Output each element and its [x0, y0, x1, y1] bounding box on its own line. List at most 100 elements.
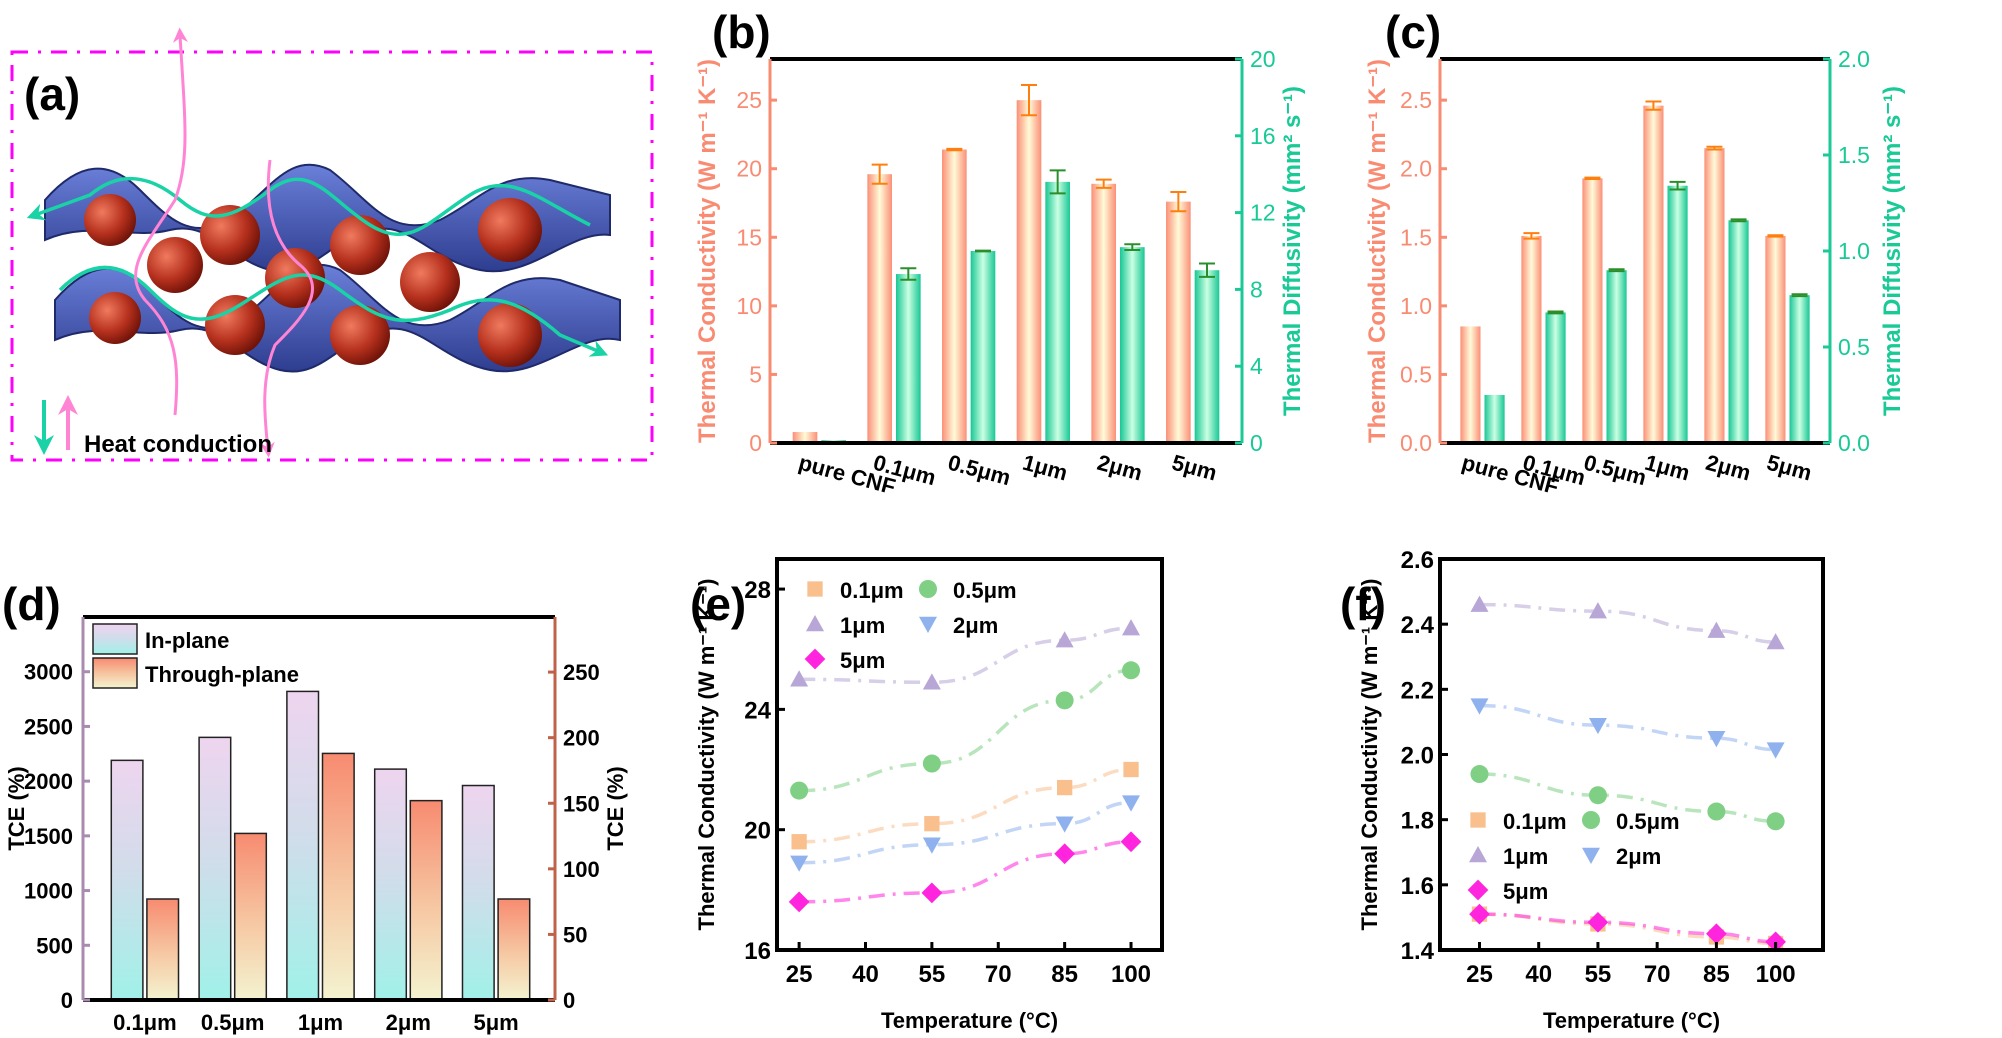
bar-in-plane	[373, 768, 408, 1001]
bar-through-plane	[233, 832, 268, 1001]
data-point	[791, 834, 807, 850]
y-tick-label: 2.2	[1401, 677, 1434, 704]
y-tick-label-left: 500	[36, 933, 73, 958]
y-tick-label: 2.0	[1401, 743, 1434, 770]
legend-swatch-through-plane	[92, 657, 138, 689]
y-axis-label-left: Thermal Conductivity (W m⁻¹ K⁻¹)	[1364, 59, 1391, 443]
bar-thermal-diffusivity	[1194, 270, 1220, 443]
bar-thermal-diffusivity	[1484, 395, 1505, 443]
data-point	[1056, 779, 1073, 796]
bar-thermal-conductivity	[1091, 183, 1116, 444]
y-tick-label-right: 200	[563, 726, 600, 751]
y-tick-label-left: 0	[61, 988, 73, 1013]
y-tick-label-left: 0.0	[1400, 430, 1432, 456]
x-tick-label: 85	[1051, 961, 1078, 988]
x-tick-label: 1μm	[1020, 450, 1070, 486]
fit-line	[1479, 912, 1776, 946]
y-tick-label-right: 0	[563, 988, 575, 1013]
data-point	[1766, 742, 1785, 759]
y-tick-label: 24	[744, 697, 771, 724]
series-2m	[1470, 698, 1785, 759]
in-plane-heat-path-upper	[26, 176, 591, 237]
data-point	[1123, 761, 1139, 778]
y-tick-label-left: 10	[736, 293, 762, 319]
y-tick-label-left: 5	[749, 361, 762, 387]
y-axis-label-right: Thermal Diffusivity (mm² s⁻¹)	[1879, 86, 1906, 416]
data-point	[790, 781, 809, 800]
panel-label: (c)	[1385, 6, 1441, 58]
fit-line	[799, 767, 1132, 844]
bar-thermal-conductivity	[1643, 105, 1664, 443]
x-tick-label: 85	[1703, 961, 1730, 988]
panel-e-chart: (e) 25 40 55 70 85 100 16 20 24 28 Temperature (°C)…	[690, 557, 1164, 1033]
x-tick-label: 70	[985, 961, 1012, 988]
data-point	[921, 882, 943, 904]
bar-in-plane	[198, 736, 232, 1001]
in-plane-heat-path-lower	[58, 265, 609, 357]
y-tick-label: 20	[744, 818, 771, 845]
panel-label: (e)	[690, 578, 746, 630]
x-tick-label: 0.5μm	[1581, 450, 1649, 491]
y-tick-label-right: 50	[563, 922, 587, 947]
legend-marker	[1470, 812, 1486, 828]
data-point	[1469, 903, 1490, 925]
series-01m	[1471, 906, 1784, 952]
data-point	[1055, 631, 1074, 648]
data-point	[922, 754, 941, 773]
data-point	[1707, 731, 1726, 748]
data-point	[924, 816, 940, 832]
x-tick-label: 5μm	[1169, 450, 1219, 486]
legend-label: 2μm	[1616, 844, 1661, 869]
panel-d-chart: (d)0.1μm 0.5μm 1μm 2μm 5μm050010001500200025…	[2, 578, 628, 1035]
legend-label: 0.1μm	[1503, 809, 1567, 834]
bar-thermal-conductivity	[1166, 201, 1191, 443]
data-point	[1122, 661, 1141, 680]
panel-f-chart: (f) 25 40 55 70 85 100 1.4 1.6 1.8 2.0 2.2 2.4 2.6 Tem…	[1340, 547, 1825, 1033]
through-plane-heat-path-left	[134, 27, 188, 416]
particle-cluster	[265, 248, 325, 308]
bar-through-plane	[497, 898, 531, 1001]
bar-thermal-conductivity	[792, 432, 818, 443]
y-tick-label: 16	[744, 938, 771, 965]
y-tick-label-left: 1000	[24, 879, 73, 904]
data-point	[1706, 923, 1727, 945]
legend-label: 5μm	[840, 648, 885, 673]
legend: 0.1μm 0.5μm 1μm 2μm 5μm	[804, 578, 1017, 673]
y-tick-label-right: 12	[1250, 200, 1276, 226]
particle-cluster	[330, 305, 390, 365]
legend: In-plane Through-plane	[92, 623, 299, 689]
legend-marker	[806, 615, 824, 632]
y-tick-label: 28	[744, 577, 771, 604]
bar-thermal-conductivity	[1016, 100, 1042, 444]
layered-structure-illustration	[26, 27, 621, 458]
bar-thermal-conductivity	[867, 174, 892, 443]
data-point	[790, 855, 809, 872]
x-tick-label: 0.5μm	[201, 1010, 265, 1035]
data-point	[1707, 621, 1726, 638]
legend-marker	[1467, 879, 1489, 901]
series-05m	[1470, 765, 1785, 831]
bar-thermal-diffusivity	[1789, 295, 1810, 443]
y-tick-label-left: 1.5	[1400, 224, 1432, 250]
particle-cluster	[478, 198, 542, 262]
bar-thermal-diffusivity	[1045, 181, 1070, 443]
legend-label: 0.5μm	[1616, 809, 1680, 834]
legend-label-in-plane: In-plane	[145, 628, 229, 653]
x-tick-label: 0.1μm	[113, 1010, 177, 1035]
y-tick-label-left: 1500	[24, 824, 73, 849]
legend-marker	[919, 580, 937, 598]
data-point	[788, 891, 810, 913]
y-tick-label-right: 16	[1250, 123, 1276, 149]
data-point	[1765, 931, 1786, 953]
y-axis-label-left: TCE (%)	[4, 766, 29, 850]
bar-through-plane	[146, 898, 180, 1001]
y-tick-label-left: 2.5	[1400, 87, 1432, 113]
y-tick-label-right: 0	[1250, 430, 1263, 456]
fit-line	[1479, 703, 1776, 752]
y-axis-label: Thermal Conductivity (W m⁻¹ K⁻¹)	[1357, 579, 1382, 931]
bar-in-plane	[286, 690, 320, 1001]
y-tick-label: 2.6	[1401, 547, 1434, 574]
x-tick-label: 100	[1111, 961, 1151, 988]
legend-label: 5μm	[1503, 879, 1548, 904]
